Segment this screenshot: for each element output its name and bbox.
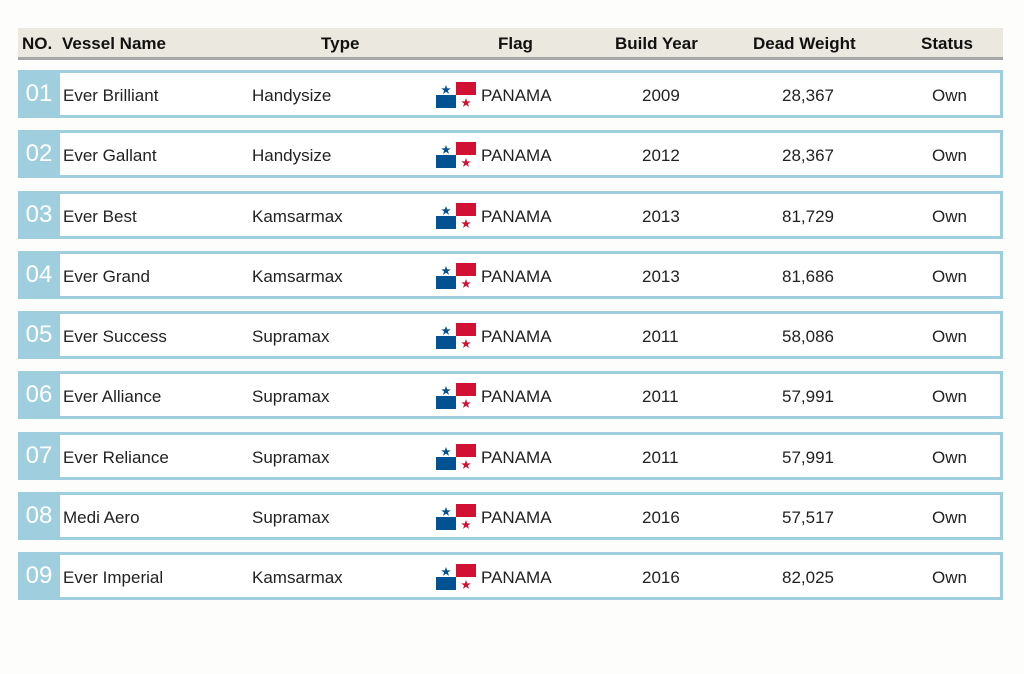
vessel-type: Supramax <box>252 327 330 347</box>
panama-flag-icon <box>436 504 476 531</box>
vessel-dead-weight: 57,517 <box>782 508 834 528</box>
vessel-status: Own <box>932 146 967 166</box>
panama-flag-icon <box>436 82 476 108</box>
vessel-build-year: 2009 <box>642 86 680 105</box>
vessel-dead-weight: 81,686 <box>782 266 834 286</box>
vessel-status: Own <box>932 387 967 407</box>
vessel-status: Own <box>932 86 967 105</box>
vessel-flag: PANAMA <box>481 568 552 588</box>
vessel-name: Ever Imperial <box>63 568 164 588</box>
vessel-flag: PANAMA <box>481 206 552 226</box>
vessel-build-year: 2016 <box>642 508 680 528</box>
table-row: 07 Ever Reliance Supramax PANAMA 2011 57… <box>18 431 1003 480</box>
panama-flag-icon <box>436 142 476 169</box>
vessel-type: Kamsarmax <box>252 266 343 286</box>
panama-flag-icon <box>436 262 476 289</box>
vessel-name: Ever Brilliant <box>63 86 159 105</box>
vessel-dead-weight: 82,025 <box>782 568 834 588</box>
row-number: 02 <box>18 130 60 179</box>
vessel-dead-weight: 58,086 <box>782 327 834 347</box>
table-header: NO. Vessel Name Type Flag Build Year Dea… <box>18 28 1003 60</box>
vessel-build-year: 2011 <box>642 447 679 467</box>
vessel-flag: PANAMA <box>481 86 552 105</box>
vessel-build-year: 2011 <box>642 387 679 407</box>
header-vessel-name: Vessel Name <box>62 34 166 53</box>
vessel-build-year: 2012 <box>642 146 680 166</box>
vessel-name: Ever Grand <box>63 266 150 286</box>
vessel-status: Own <box>932 266 967 286</box>
vessel-flag: PANAMA <box>481 508 552 528</box>
header-build-year: Build Year <box>615 34 698 53</box>
vessel-type: Supramax <box>252 508 330 528</box>
fleet-table: NO. Vessel Name Type Flag Build Year Dea… <box>18 28 1003 613</box>
vessel-flag: PANAMA <box>481 266 552 286</box>
row-number: 05 <box>18 311 60 360</box>
row-number: 09 <box>18 552 60 601</box>
vessel-flag: PANAMA <box>481 146 552 166</box>
vessel-status: Own <box>932 508 967 528</box>
vessel-status: Own <box>932 327 967 347</box>
table-row: 02 Ever Gallant Handysize PANAMA 2012 28… <box>18 130 1003 179</box>
row-number: 06 <box>18 371 60 420</box>
panama-flag-icon <box>436 564 476 591</box>
vessel-flag: PANAMA <box>481 387 552 407</box>
vessel-type: Handysize <box>252 146 332 166</box>
vessel-dead-weight: 28,367 <box>782 86 834 105</box>
header-status: Status <box>921 34 973 53</box>
vessel-flag: PANAMA <box>481 327 552 347</box>
table-row: 06 Ever Alliance Supramax PANAMA 2011 57… <box>18 371 1003 420</box>
vessel-dead-weight: 81,729 <box>782 206 834 226</box>
vessel-status: Own <box>932 568 967 588</box>
vessel-build-year: 2011 <box>642 327 679 347</box>
vessel-flag: PANAMA <box>481 447 552 467</box>
row-number: 08 <box>18 492 60 541</box>
row-number: 03 <box>18 190 60 239</box>
vessel-name: Ever Best <box>63 206 137 226</box>
header-flag: Flag <box>498 34 533 53</box>
table-row: 01 Ever Brilliant Handysize PANAMA 2009 … <box>18 70 1003 118</box>
vessel-type: Supramax <box>252 387 330 407</box>
panama-flag-icon <box>436 323 476 350</box>
vessel-build-year: 2013 <box>642 206 680 226</box>
panama-flag-icon <box>436 202 476 229</box>
vessel-name: Medi Aero <box>63 508 140 528</box>
vessel-type: Handysize <box>252 86 332 105</box>
vessel-dead-weight: 57,991 <box>782 387 834 407</box>
panama-flag-icon <box>436 383 476 410</box>
vessel-status: Own <box>932 447 967 467</box>
table-row: 05 Ever Success Supramax PANAMA 2011 58,… <box>18 311 1003 360</box>
table-row: 09 Ever Imperial Kamsarmax PANAMA 2016 8… <box>18 552 1003 601</box>
row-number: 01 <box>18 70 60 118</box>
table-row: 03 Ever Best Kamsarmax PANAMA 2013 81,72… <box>18 190 1003 239</box>
vessel-type: Kamsarmax <box>252 206 343 226</box>
vessel-build-year: 2013 <box>642 266 680 286</box>
panama-flag-icon <box>436 443 476 470</box>
row-number: 07 <box>18 431 60 480</box>
vessel-type: Supramax <box>252 447 330 467</box>
vessel-build-year: 2016 <box>642 568 680 588</box>
vessel-dead-weight: 57,991 <box>782 447 834 467</box>
table-row: 08 Medi Aero Supramax PANAMA 2016 57,517… <box>18 492 1003 541</box>
table-body: 01 Ever Brilliant Handysize PANAMA 2009 … <box>18 70 1003 601</box>
table-row: 04 Ever Grand Kamsarmax PANAMA 2013 81,6… <box>18 250 1003 299</box>
vessel-type: Kamsarmax <box>252 568 343 588</box>
vessel-status: Own <box>932 206 967 226</box>
header-dead-weight: Dead Weight <box>753 34 856 53</box>
vessel-name: Ever Reliance <box>63 447 169 467</box>
header-no: NO. <box>22 34 53 53</box>
vessel-name: Ever Gallant <box>63 146 157 166</box>
row-number: 04 <box>18 250 60 299</box>
header-type: Type <box>321 34 360 53</box>
vessel-name: Ever Success <box>63 327 167 347</box>
vessel-name: Ever Alliance <box>63 387 162 407</box>
vessel-dead-weight: 28,367 <box>782 146 834 166</box>
